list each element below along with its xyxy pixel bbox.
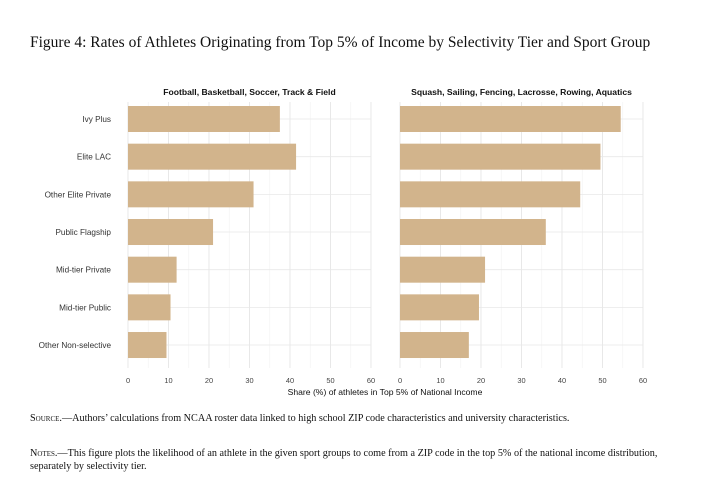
x-tick-label: 20	[205, 376, 213, 385]
x-tick-label: 40	[558, 376, 566, 385]
source-text: .—Authors’ calculations from NCAA roster…	[59, 413, 570, 424]
bar	[128, 143, 297, 170]
category-label: Ivy Plus	[82, 115, 111, 124]
bar	[400, 181, 581, 208]
notes-note: Notes.—This figure plots the likelihood …	[30, 447, 680, 473]
bar	[128, 256, 177, 283]
x-tick-label: 50	[598, 376, 606, 385]
bar	[400, 106, 621, 132]
category-label: Public Flagship	[55, 228, 111, 237]
source-note: Source.—Authors’ calculations from NCAA …	[30, 412, 680, 425]
panel-title: Football, Basketball, Soccer, Track & Fi…	[163, 87, 335, 97]
notes-lead: Notes	[30, 448, 55, 459]
x-tick-label: 50	[326, 376, 334, 385]
source-lead: Source	[30, 413, 60, 424]
bar	[128, 219, 214, 246]
category-label: Elite LAC	[77, 153, 111, 162]
panel-title: Squash, Sailing, Fencing, Lacrosse, Rowi…	[411, 87, 632, 97]
x-tick-label: 30	[245, 376, 253, 385]
x-tick-label: 10	[436, 376, 444, 385]
bar	[128, 294, 171, 321]
x-tick-label: 20	[477, 376, 485, 385]
bar	[400, 256, 486, 283]
x-tick-label: 60	[639, 376, 647, 385]
bar	[400, 294, 479, 321]
bar	[400, 143, 601, 170]
category-label: Mid-tier Public	[59, 303, 111, 312]
category-label: Other Non-selective	[39, 341, 112, 350]
figure-title: Figure 4: Rates of Athletes Originating …	[30, 34, 651, 51]
bar	[128, 106, 280, 132]
bar	[400, 219, 546, 246]
bar	[128, 332, 167, 359]
x-axis-title: Share (%) of athletes in Top 5% of Natio…	[288, 387, 483, 397]
x-tick-label: 0	[398, 376, 402, 385]
x-tick-label: 60	[367, 376, 375, 385]
category-label: Other Elite Private	[45, 190, 112, 199]
x-tick-label: 30	[517, 376, 525, 385]
x-tick-label: 0	[126, 376, 130, 385]
category-label: Mid-tier Private	[56, 266, 111, 275]
x-tick-label: 40	[286, 376, 294, 385]
bar	[400, 332, 469, 359]
bar	[128, 181, 254, 208]
notes-text: .—This figure plots the likelihood of an…	[30, 448, 658, 472]
x-tick-label: 10	[164, 376, 172, 385]
bar-chart: Ivy Plus Elite LAC Other Elite Private Publ…	[39, 87, 647, 397]
